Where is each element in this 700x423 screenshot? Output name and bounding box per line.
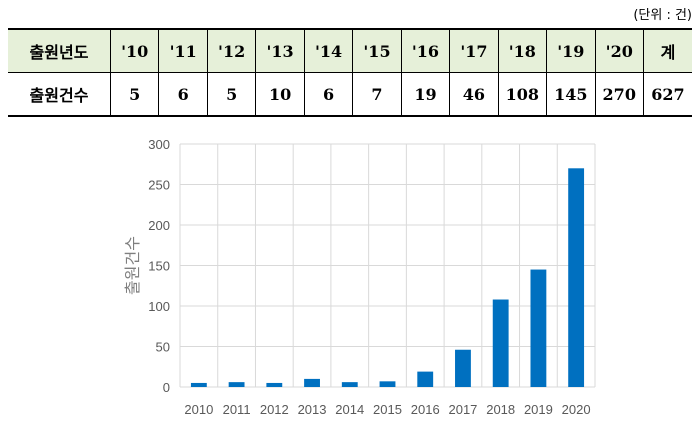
bar <box>304 378 320 387</box>
y-tick-label: 200 <box>148 218 170 233</box>
count-cell: 6 <box>158 72 208 117</box>
year-cell: '14 <box>303 28 354 73</box>
bar <box>190 382 207 387</box>
count-cell: 19 <box>400 72 451 117</box>
x-tick-label: 2016 <box>411 402 440 417</box>
unit-note: (단위 : 건) <box>633 8 692 23</box>
bar <box>228 382 245 387</box>
x-tick-label: 2011 <box>223 402 251 417</box>
count-cell: 10 <box>255 72 305 117</box>
year-row-label: 출원년도 <box>8 28 111 73</box>
bar <box>417 371 434 387</box>
year-cell: 계 <box>642 28 692 73</box>
year-cell: '10 <box>109 28 160 73</box>
filing-stats-table: 출원년도 '10'11'12'13'14'15'16'17'18'19'20 계 … <box>8 28 692 117</box>
x-tick-label: 2010 <box>184 402 213 417</box>
year-cell: '20 <box>594 28 644 73</box>
bar <box>530 269 547 387</box>
bar <box>568 168 585 387</box>
year-cell: '17 <box>449 28 499 73</box>
y-tick-label: 300 <box>148 137 170 152</box>
count-cell: 46 <box>449 72 499 117</box>
y-tick-label: 100 <box>148 299 170 314</box>
year-cell: '11 <box>158 28 208 73</box>
y-tick-label: 50 <box>156 340 170 355</box>
count-cell: 108 <box>497 72 548 117</box>
year-cell: '13 <box>255 28 305 73</box>
count-cell: 627 <box>642 72 692 117</box>
year-cell: '19 <box>546 28 596 73</box>
bar <box>266 382 283 387</box>
y-axis-label: 출원건수 <box>123 236 142 295</box>
count-cell: 5 <box>206 72 257 117</box>
count-cell: 5 <box>109 72 160 117</box>
bar <box>341 382 358 387</box>
count-cell: 145 <box>546 72 596 117</box>
x-tick-label: 2014 <box>335 402 364 417</box>
y-tick-label: 250 <box>148 178 170 193</box>
y-tick-label: 0 <box>163 380 170 395</box>
x-tick-label: 2019 <box>524 402 553 417</box>
year-cell: '16 <box>400 28 451 73</box>
x-tick-label: 2013 <box>298 402 327 417</box>
count-cell: 7 <box>352 72 402 117</box>
year-cell: '18 <box>497 28 548 73</box>
bar <box>492 299 509 387</box>
bar <box>379 381 396 387</box>
year-cell: '12 <box>206 28 257 73</box>
y-tick-label: 150 <box>148 259 170 274</box>
x-tick-label: 2012 <box>260 402 289 417</box>
count-cell: 6 <box>303 72 354 117</box>
year-cell: '15 <box>352 28 402 73</box>
x-tick-label: 2018 <box>486 402 515 417</box>
x-tick-label: 2017 <box>448 402 477 417</box>
x-tick-label: 2015 <box>373 402 402 417</box>
x-tick-label: 2020 <box>562 402 591 417</box>
count-cell: 270 <box>594 72 644 117</box>
count-row: 출원건수 5 6 5 10 6 7 19 46 108 145 270 627 <box>8 72 692 117</box>
year-row: 출원년도 '10'11'12'13'14'15'16'17'18'19'20 계 <box>8 28 692 73</box>
bar <box>455 349 471 387</box>
